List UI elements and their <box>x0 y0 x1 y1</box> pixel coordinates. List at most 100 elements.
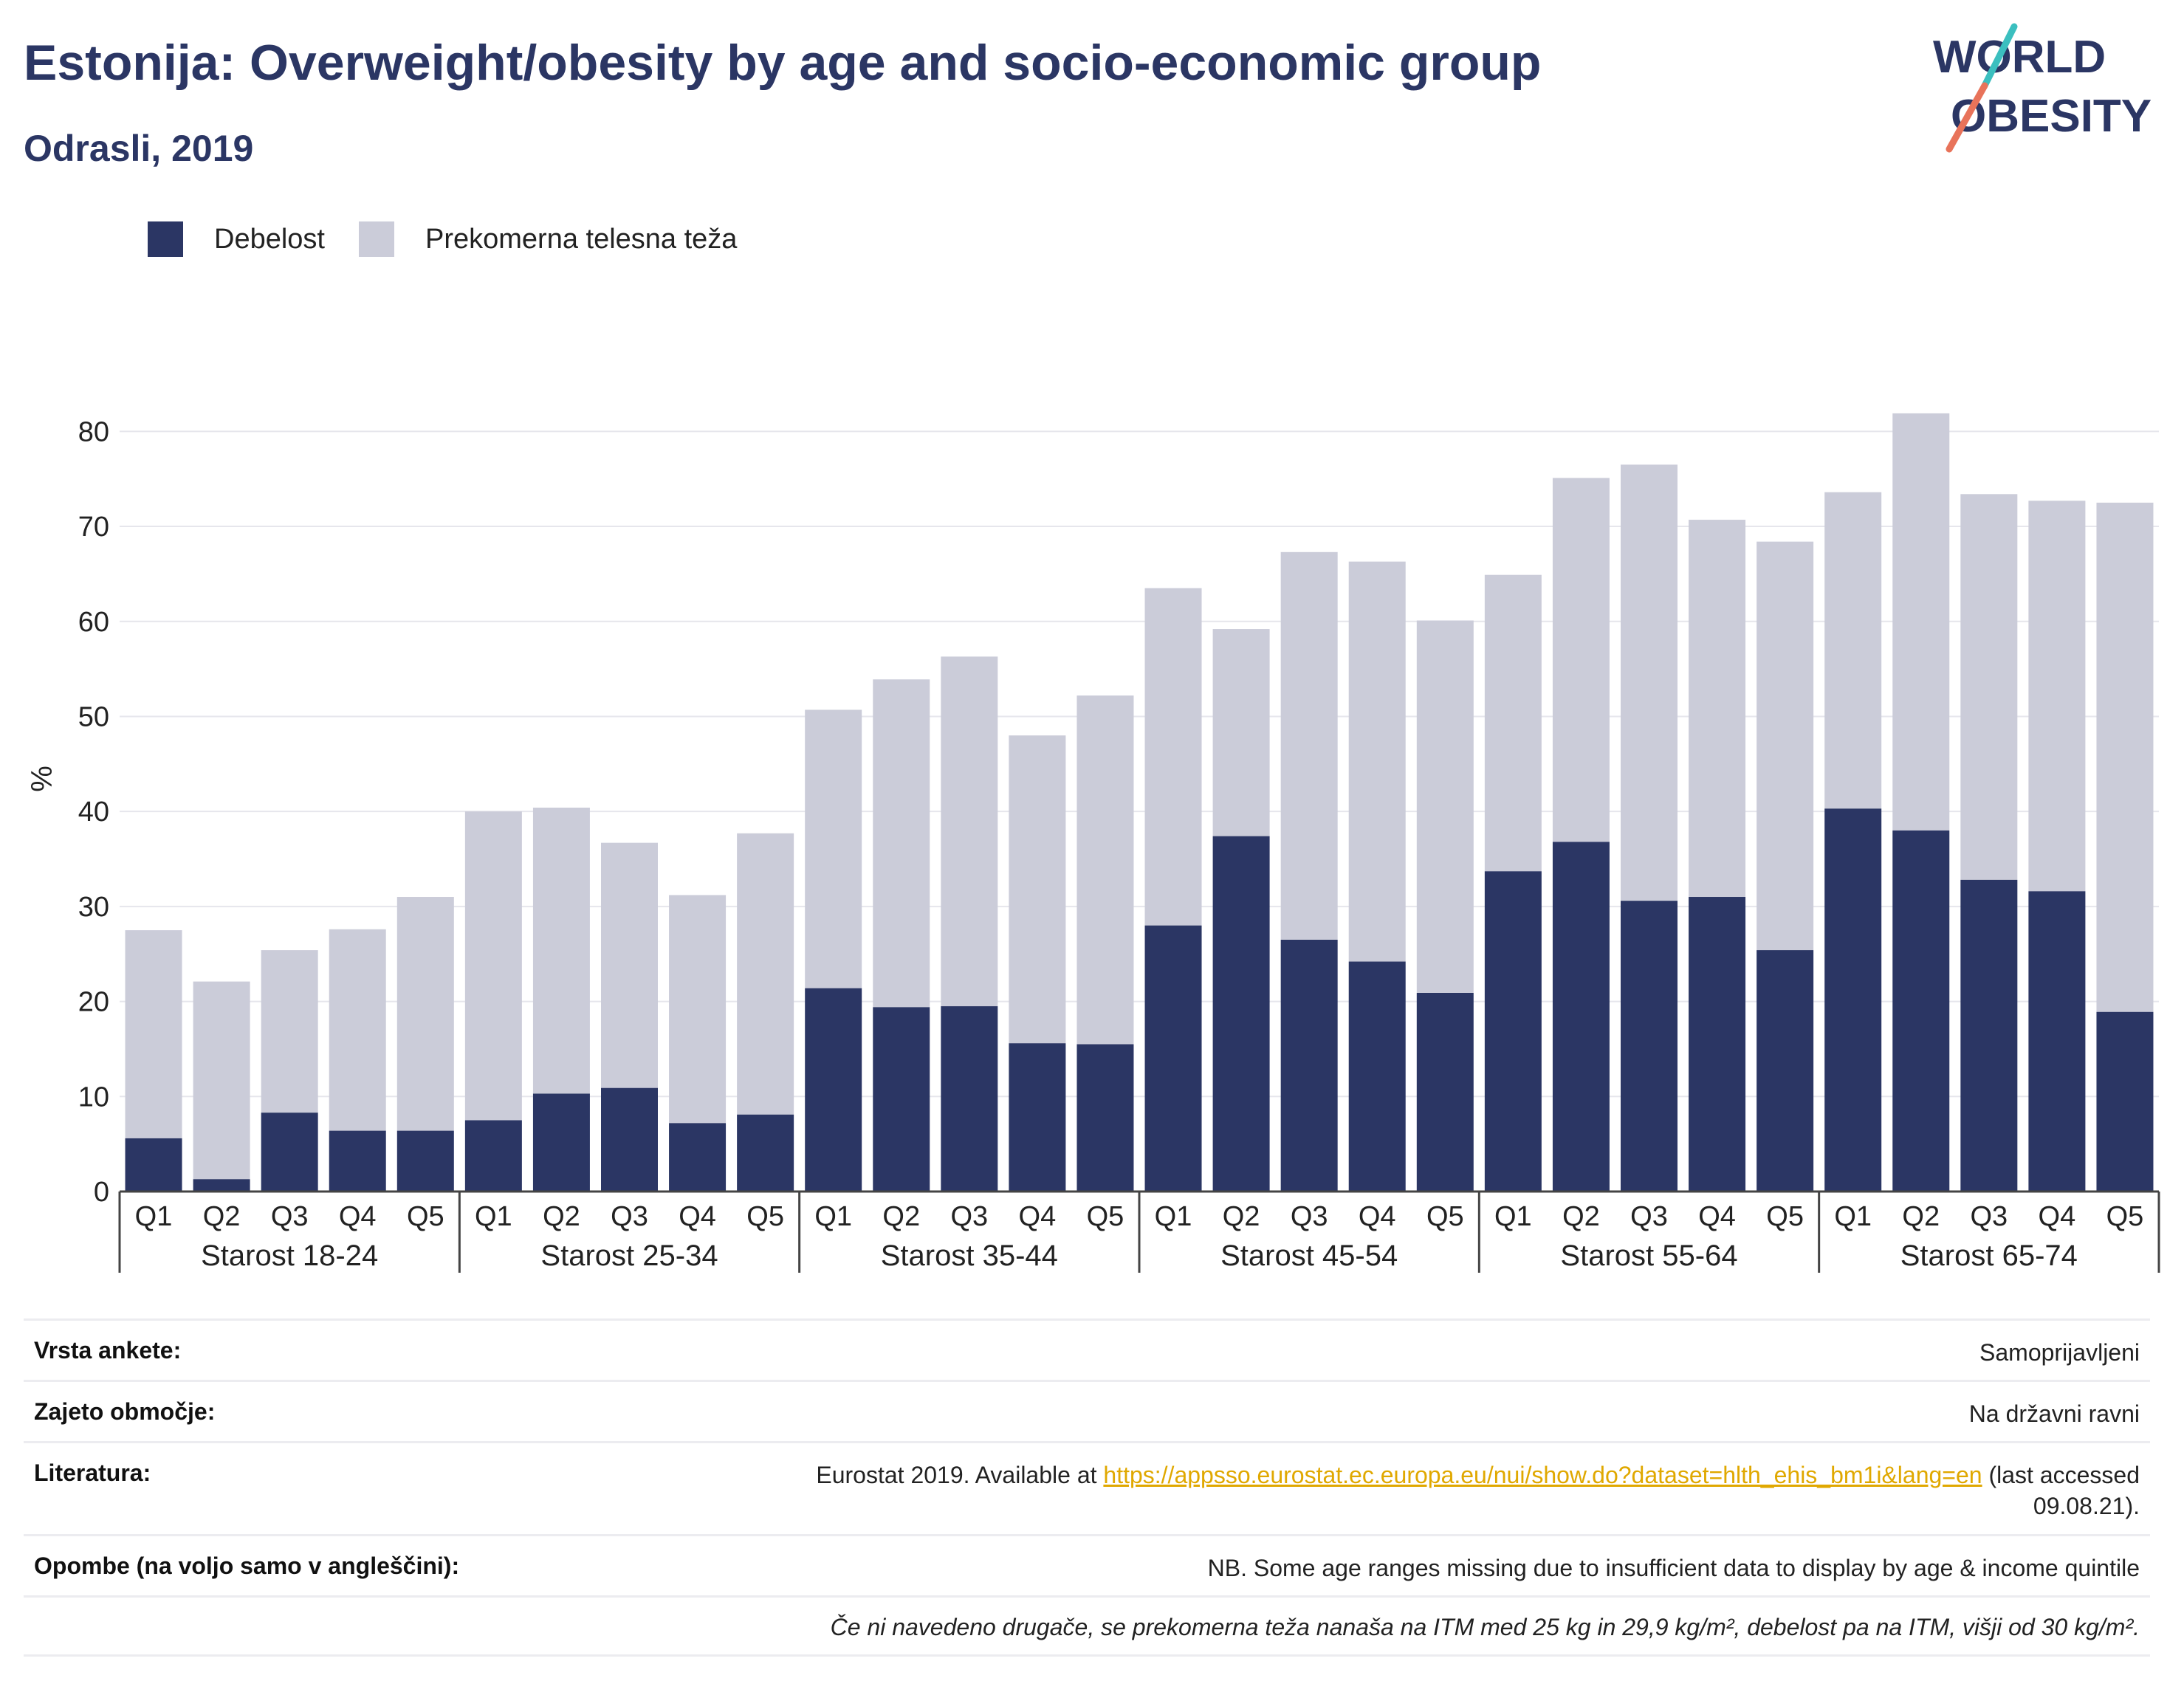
x-group-label: Starost 65-74 <box>1900 1240 2078 1272</box>
y-tick-label: 80 <box>78 416 109 447</box>
x-tick-label-quintile: Q4 <box>2039 1201 2076 1232</box>
x-tick-label-quintile: Q2 <box>1902 1201 1940 1232</box>
bar-overweight <box>261 950 318 1113</box>
bar-obesity <box>396 1130 454 1192</box>
bar-obesity <box>737 1114 794 1192</box>
legend-swatch-overweight <box>358 221 394 257</box>
meta-row-references: Literatura: Eurostat 2019. Available at … <box>24 1441 2150 1534</box>
bar-overweight <box>805 709 862 989</box>
eurostat-link[interactable]: https://appsso.eurostat.ec.europa.eu/nui… <box>1103 1462 1982 1488</box>
y-tick-label: 50 <box>78 701 109 732</box>
bar-obesity <box>1280 939 1338 1192</box>
x-tick-label-quintile: Q3 <box>1970 1201 2008 1232</box>
y-tick-label: 0 <box>94 1177 109 1208</box>
x-tick-label-quintile: Q1 <box>814 1201 852 1232</box>
reference-suffix: (last accessed <box>1982 1462 2140 1488</box>
y-tick-label: 40 <box>78 797 109 828</box>
bar-obesity <box>805 988 862 1192</box>
bar-obesity <box>125 1138 182 1192</box>
bar-obesity <box>261 1113 318 1192</box>
x-tick-label-quintile: Q5 <box>746 1201 784 1232</box>
bar-overweight <box>396 897 454 1131</box>
bar-obesity <box>1552 842 1610 1192</box>
legend-label-obesity: Debelost <box>214 223 325 255</box>
legend-swatch-obesity <box>148 221 183 257</box>
legend-item-obesity: Debelost <box>148 221 325 257</box>
chart-subtitle: Odrasli, 2019 <box>24 128 254 169</box>
bar-obesity <box>601 1087 658 1192</box>
bar-overweight <box>532 808 590 1094</box>
x-tick-label-quintile: Q5 <box>1766 1201 1804 1232</box>
x-group-label: Starost 55-64 <box>1560 1240 1737 1272</box>
bar-obesity <box>1960 879 2018 1192</box>
x-group-label: Starost 35-44 <box>881 1240 1058 1272</box>
stacked-bar-chart: 0 10 20 30 40 50 60 70 80% Q1 Q2 Q3 Q4 Q5 Q1 Q2 Q3 Q4 Q5 Q1… <box>26 413 2160 1273</box>
bar-overweight <box>329 929 386 1131</box>
bar-overweight <box>1484 574 1542 872</box>
bar-overweight <box>1144 588 1202 926</box>
legend-item-overweight: Prekomerna telesna teža <box>358 221 737 257</box>
y-tick-label: 30 <box>78 892 109 923</box>
chart-legend: Debelost Prekomerna telesna teža <box>148 219 771 260</box>
bar-overweight <box>2096 502 2154 1012</box>
bar-obesity <box>532 1093 590 1192</box>
meta-row-survey-type: Vrsta ankete: Samoprijavljeni <box>24 1318 2150 1380</box>
x-tick-label-quintile: Q4 <box>1698 1201 1736 1232</box>
bar-overweight <box>1416 620 1474 994</box>
bar-obesity <box>669 1123 727 1192</box>
bar-overweight <box>601 842 658 1088</box>
y-tick-label: 70 <box>78 512 109 543</box>
bar-obesity <box>1009 1043 1066 1192</box>
bar-overweight <box>1689 520 1746 898</box>
meta-value: NB. Some age ranges missing due to insuf… <box>1207 1555 2140 1581</box>
x-tick-label-quintile: Q5 <box>2106 1201 2144 1232</box>
bar-obesity <box>941 1006 998 1192</box>
bar-overweight <box>1280 551 1338 940</box>
x-tick-label-quintile: Q2 <box>882 1201 920 1232</box>
bar-obesity <box>1416 993 1474 1192</box>
bar-overweight <box>1960 494 2018 880</box>
bar-obesity <box>1484 871 1542 1192</box>
bar-overweight <box>873 679 930 1008</box>
bar-obesity <box>1076 1044 1134 1192</box>
bar-obesity <box>1757 950 1814 1192</box>
bar-obesity <box>193 1179 250 1192</box>
metadata-table: Vrsta ankete: Samoprijavljeni Zajeto obm… <box>24 1318 2150 1657</box>
x-tick-label-quintile: Q2 <box>203 1201 241 1232</box>
x-tick-label-quintile: Q1 <box>1155 1201 1192 1232</box>
meta-row-notes: Opombe (na voljo samo v angleščini): NB.… <box>24 1534 2150 1595</box>
bar-overweight <box>941 656 998 1007</box>
x-tick-label-quintile: Q1 <box>475 1201 512 1232</box>
x-group-label: Starost 45-54 <box>1220 1240 1398 1272</box>
x-tick-label-quintile: Q4 <box>1359 1201 1396 1232</box>
bar-obesity <box>329 1130 386 1192</box>
x-tick-label-quintile: Q3 <box>271 1201 309 1232</box>
y-tick-label: 20 <box>78 987 109 1018</box>
y-axis-label: % <box>26 766 58 792</box>
bar-overweight <box>464 811 522 1121</box>
bar-obesity <box>1348 961 1406 1192</box>
x-tick-label-quintile: Q3 <box>950 1201 988 1232</box>
x-tick-label-quintile: Q1 <box>1494 1201 1532 1232</box>
bar-obesity <box>2096 1011 2154 1192</box>
bar-overweight <box>1552 478 1610 842</box>
svg-text:WORLD: WORLD <box>1933 32 2106 83</box>
x-tick-label-quintile: Q2 <box>1562 1201 1600 1232</box>
meta-row-coverage: Zajeto območje: Na državni ravni <box>24 1380 2150 1441</box>
bar-obesity <box>1892 830 1950 1192</box>
meta-value: Eurostat 2019. Available at https://apps… <box>816 1460 2140 1522</box>
meta-value: Na državni ravni <box>1968 1400 2140 1427</box>
bar-overweight <box>193 981 250 1180</box>
chart-title: Estonija: Overweight/obesity by age and … <box>24 35 1542 91</box>
bar-overweight <box>1824 492 1882 809</box>
bar-overweight <box>1757 541 1814 951</box>
bar-obesity <box>1621 901 1678 1192</box>
meta-key: Opombe (na voljo samo v angleščini): <box>34 1553 460 1579</box>
x-group-label: Starost 18-24 <box>201 1240 378 1272</box>
meta-key: Literatura: <box>34 1460 151 1486</box>
meta-value: Samoprijavljeni <box>1979 1339 2140 1366</box>
x-tick-label-quintile: Q4 <box>1019 1201 1057 1232</box>
x-tick-label-quintile: Q2 <box>543 1201 580 1232</box>
y-tick-label: 10 <box>78 1082 109 1113</box>
meta-key: Zajeto območje: <box>34 1398 216 1425</box>
